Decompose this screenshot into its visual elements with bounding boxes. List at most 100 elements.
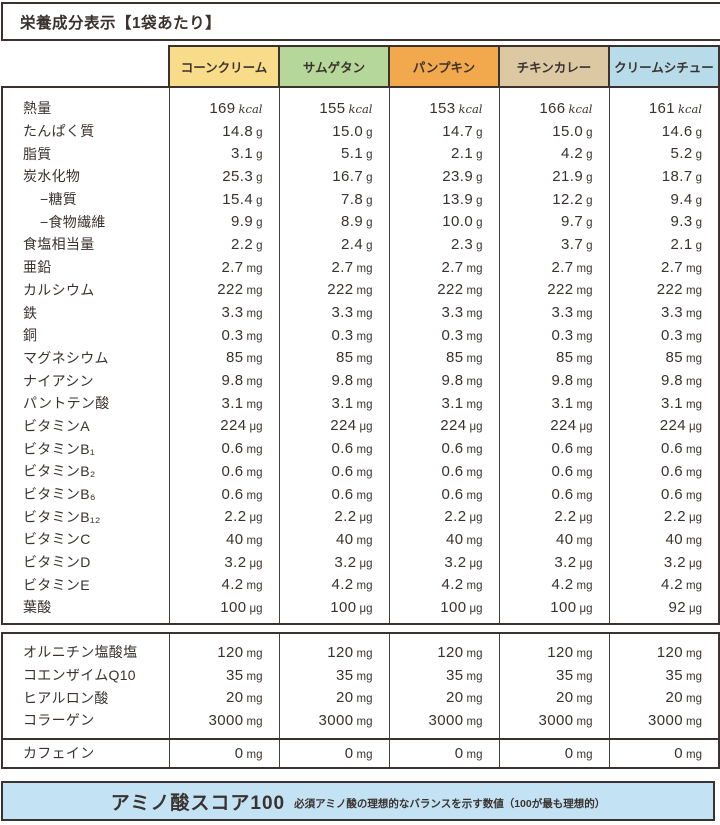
value-number: 25.3 <box>222 167 254 185</box>
value-cell: 35 mg <box>388 663 499 687</box>
nutrient-label: 熱量 <box>1 87 169 120</box>
value-number: 3000 <box>648 711 684 729</box>
value-number: 20 <box>226 689 244 707</box>
value-number: 3.1 <box>441 394 464 412</box>
value-cell: 15.0 g <box>498 119 609 143</box>
value-number: 85 <box>336 349 354 367</box>
value-cell: 21.9 g <box>498 165 609 188</box>
panel-title: 栄養成分表示【1袋あたり】 <box>20 14 222 32</box>
value-cell: 0.6 mg <box>278 437 389 460</box>
value-number: 9.8 <box>660 372 684 390</box>
value-number: 3000 <box>538 711 574 729</box>
value-unit: mg <box>356 308 373 321</box>
value-unit: mg <box>686 647 702 660</box>
panel-title-box: 栄養成分表示【1袋あたり】 <box>1 2 720 41</box>
value-number: 4.2 <box>331 576 354 594</box>
value-unit: μg <box>469 602 483 615</box>
value-unit: μg <box>249 602 263 615</box>
value-number: 14.7 <box>442 122 474 140</box>
value-number: 0.6 <box>441 462 464 480</box>
value-number: 0.6 <box>660 440 684 458</box>
value-number: 222 <box>656 281 684 299</box>
value-number: 169 <box>209 99 236 117</box>
nutrient-label: ビタミンB₆ <box>1 482 169 506</box>
value-cell: 0.6 mg <box>388 437 499 460</box>
value-number: 9.8 <box>551 372 574 390</box>
value-number: 9.4 <box>670 190 693 208</box>
value-number: 14.6 <box>661 122 693 140</box>
value-unit: g <box>586 194 593 207</box>
value-number: 222 <box>327 281 354 299</box>
value-unit: mg <box>686 444 702 457</box>
value-unit: g <box>695 217 702 230</box>
value-number: 224 <box>550 417 577 435</box>
value-cell: 222 mg <box>278 278 389 302</box>
table-row: −糖質 15.4 g 7.8 g 13.9 g 12.2 g 9.4 g <box>1 187 720 211</box>
value-cell: 14.7 g <box>388 119 499 143</box>
value-unit: mg <box>246 330 263 343</box>
value-cell: 5.1 g <box>278 142 389 166</box>
value-cell: 2.2 μg <box>498 505 609 529</box>
value-unit: mg <box>576 489 593 502</box>
column-header-3: パンプキン <box>388 45 500 88</box>
value-number: 7.8 <box>341 190 364 208</box>
value-number: 0.6 <box>551 485 574 503</box>
value-number: 92 <box>668 598 686 616</box>
value-unit: kcal <box>678 101 702 116</box>
value-unit: mg <box>466 670 483 683</box>
value-number: 0.6 <box>221 440 244 458</box>
value-unit: g <box>476 171 483 184</box>
value-cell: 8.9 g <box>278 210 389 234</box>
value-cell: 3000 mg <box>278 709 389 739</box>
value-unit: μg <box>359 557 373 570</box>
value-number: 0.6 <box>551 440 574 458</box>
value-unit: mg <box>466 330 483 343</box>
value-number: 18.7 <box>661 167 693 185</box>
value-unit: mg <box>576 398 593 411</box>
nutrient-label: ビタミンD <box>1 550 169 574</box>
value-number: 85 <box>446 349 464 367</box>
value-number: 155 <box>319 99 346 117</box>
value-cell: 0.6 mg <box>388 460 499 483</box>
value-unit: g <box>695 171 702 184</box>
value-cell: 100 μg <box>388 596 499 625</box>
value-unit: mg <box>686 693 702 706</box>
value-unit: mg <box>246 353 263 366</box>
value-unit: mg <box>356 534 373 547</box>
value-cell: 12.2 g <box>498 187 609 211</box>
value-number: 120 <box>656 643 684 661</box>
value-number: 40 <box>336 530 354 548</box>
value-cell: 85 mg <box>608 346 720 370</box>
value-unit: mg <box>686 748 702 761</box>
table-row: たんぱく質 14.8 g 15.0 g 14.7 g 15.0 g 14.6 g <box>1 119 720 143</box>
value-number: 21.9 <box>552 167 584 185</box>
value-unit: mg <box>356 715 373 728</box>
value-number: 120 <box>437 643 464 661</box>
nutrient-label: ビタミンB₁₂ <box>1 505 169 529</box>
value-cell: 3000 mg <box>498 709 609 739</box>
nutrient-label: 亜鉛 <box>1 255 169 279</box>
table-row: オルニチン塩酸塩 120 mg 120 mg 120 mg 120 mg 120 mg <box>1 632 720 664</box>
nutrient-label: カルシウム <box>1 278 169 302</box>
value-number: 3.3 <box>221 304 244 322</box>
value-unit: g <box>366 194 373 207</box>
value-cell: 166 kcal <box>498 87 609 120</box>
value-cell: 0.6 mg <box>168 437 279 460</box>
value-number: 85 <box>226 349 244 367</box>
value-number: 3.7 <box>561 235 584 253</box>
column-header-2: サムゲタン <box>278 45 390 88</box>
value-unit: mg <box>686 715 702 728</box>
value-number: 2.7 <box>221 258 244 276</box>
value-unit: mg <box>246 308 263 321</box>
value-cell: 15.4 g <box>168 187 279 211</box>
nutrient-label: −食物繊維 <box>1 210 169 234</box>
value-number: 3.3 <box>441 304 464 322</box>
value-cell: 3.1 mg <box>168 391 279 415</box>
value-unit: g <box>256 171 263 184</box>
value-number: 2.3 <box>451 235 474 253</box>
value-number: 20 <box>556 689 574 707</box>
value-cell: 0.3 mg <box>498 323 609 347</box>
nutrient-label: ビタミンB₂ <box>1 460 169 483</box>
nutrient-label: 鉄 <box>1 301 169 324</box>
value-number: 0 <box>674 744 684 762</box>
